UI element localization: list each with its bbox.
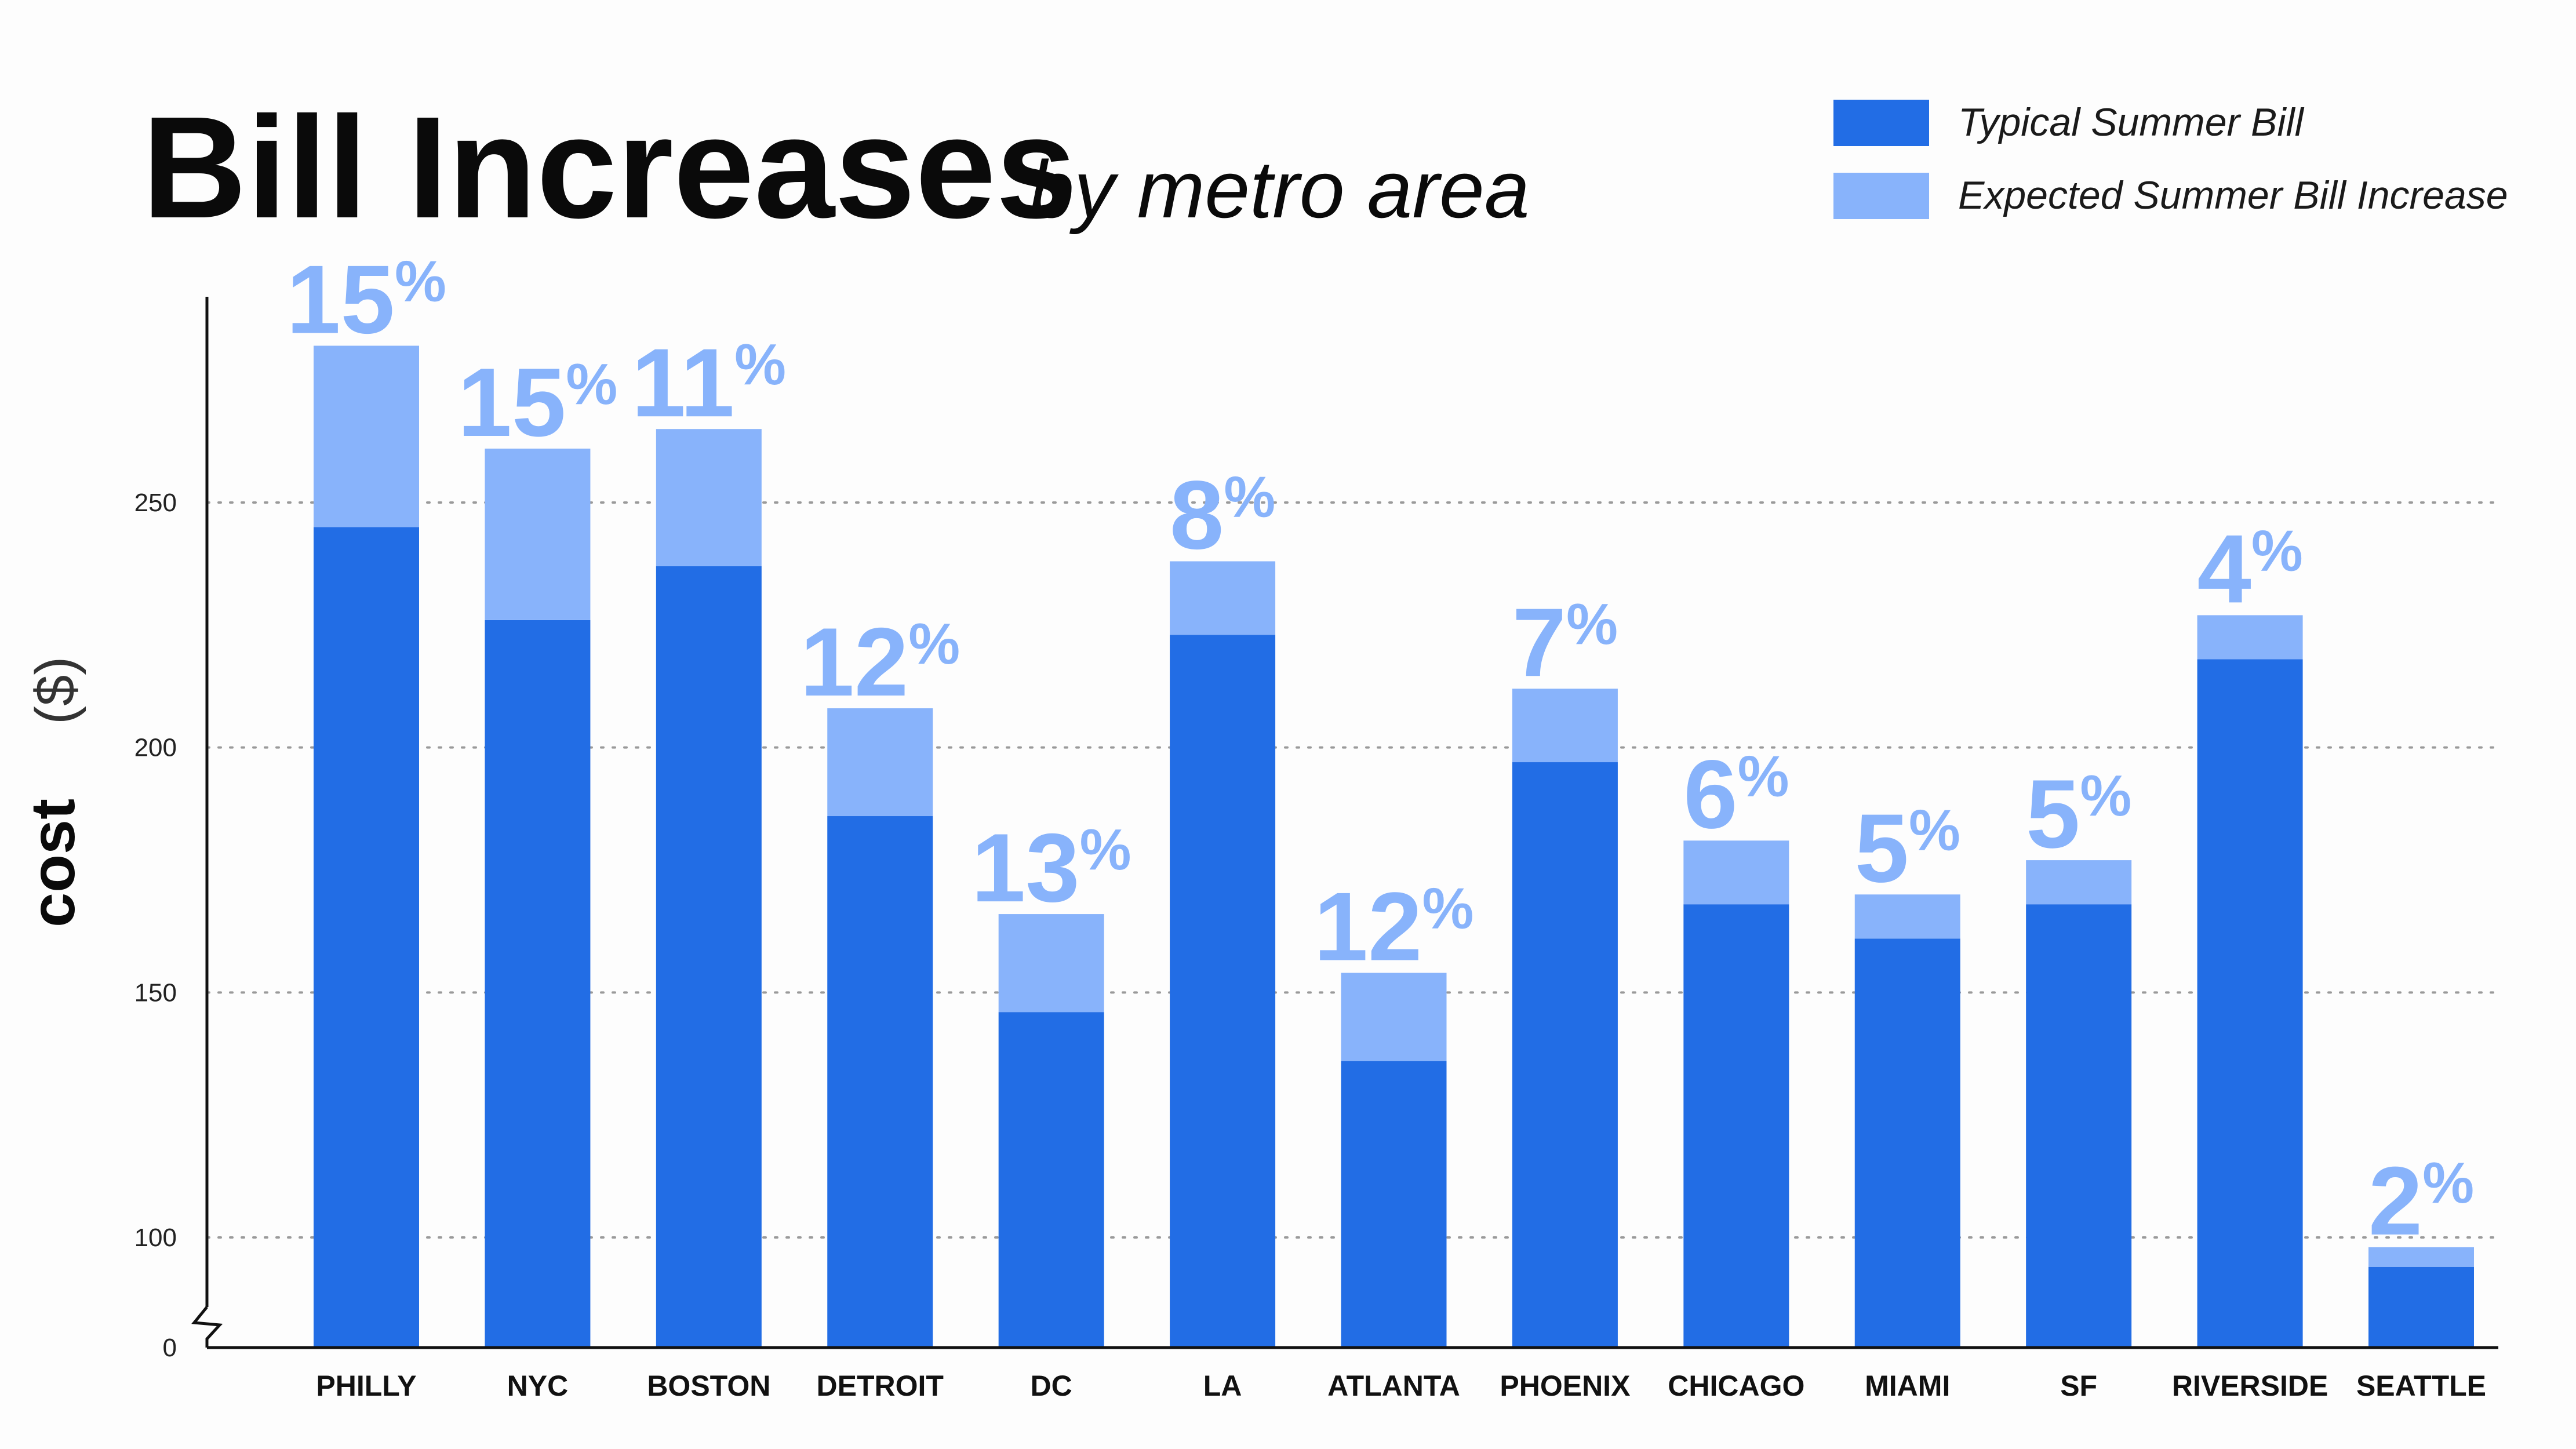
- y-axis-title: cost: [17, 799, 88, 927]
- legend-label-expected-summer-bill-increase: Expected Summer Bill Increase: [1958, 173, 2508, 217]
- pct-label-philly: 15%: [286, 245, 446, 354]
- axes: [191, 297, 2498, 1349]
- category-label-philly: PHILLY: [316, 1370, 416, 1402]
- bar-typical-boston: [656, 566, 762, 1348]
- category-label-la: LA: [1203, 1370, 1242, 1402]
- pct-label-la: 8%: [1170, 460, 1275, 569]
- y-tick-label-100: 100: [134, 1224, 177, 1252]
- bar-increase-detroit: [827, 708, 933, 817]
- category-label-phoenix: PHOENIX: [1500, 1370, 1630, 1402]
- y-tick-label-150: 150: [134, 978, 177, 1007]
- bar-typical-seattle: [2368, 1266, 2474, 1348]
- bar-typical-chicago: [1683, 904, 1789, 1348]
- bar-typical-sf: [2026, 904, 2132, 1348]
- bar-increase-nyc: [485, 449, 591, 620]
- bar-increase-la: [1170, 561, 1276, 635]
- y-tick-label-0: 0: [163, 1334, 177, 1362]
- legend-label-typical-summer-bill: Typical Summer Bill: [1958, 100, 2305, 144]
- y-axis-title-group: cost ($): [17, 657, 88, 927]
- category-labels: PHILLY NYC BOSTON DETROIT DC LA ATLANTA PHOENIX…: [316, 1370, 2486, 1402]
- pct-label-dc: 13%: [972, 813, 1131, 922]
- legend: Typical Summer Bill Expected Summer Bill…: [1833, 100, 2508, 219]
- chart-title-group: Bill Increases by metro area: [142, 86, 1530, 248]
- bar-typical-riverside: [2197, 659, 2303, 1348]
- pct-label-boston: 11%: [632, 328, 787, 437]
- bar-increase-riverside: [2197, 615, 2303, 660]
- pct-label-atlanta: 12%: [1314, 872, 1474, 981]
- category-label-chicago: CHICAGO: [1668, 1370, 1804, 1402]
- category-label-riverside: RIVERSIDE: [2172, 1370, 2328, 1402]
- bar-typical-detroit: [827, 816, 933, 1348]
- bar-increase-phoenix: [1512, 689, 1618, 763]
- bar-typical-nyc: [485, 620, 591, 1348]
- pct-label-nyc: 15%: [458, 348, 618, 457]
- category-label-detroit: DETROIT: [817, 1370, 944, 1402]
- y-tick-label-200: 200: [134, 734, 177, 762]
- category-label-seattle: SEATTLE: [2356, 1370, 2486, 1402]
- bar-typical-dc: [998, 1012, 1104, 1348]
- pct-label-chicago: 6%: [1683, 740, 1789, 849]
- category-label-miami: MIAMI: [1865, 1370, 1950, 1402]
- pct-label-phoenix: 7%: [1512, 588, 1618, 697]
- bar-increase-atlanta: [1341, 973, 1447, 1061]
- bar-typical-phoenix: [1512, 762, 1618, 1348]
- y-axis-unit: ($): [24, 657, 86, 724]
- y-tick-label-250: 250: [134, 489, 177, 517]
- bar-increase-chicago: [1683, 840, 1789, 905]
- chart-title: Bill Increases: [142, 86, 1076, 248]
- category-label-dc: DC: [1031, 1370, 1072, 1402]
- bar-increase-boston: [656, 429, 762, 566]
- bar-typical-atlanta: [1341, 1061, 1447, 1348]
- bar-increase-dc: [998, 914, 1104, 1013]
- category-label-nyc: NYC: [507, 1370, 569, 1402]
- legend-swatch-expected-summer-bill-increase: [1833, 173, 1929, 219]
- bar-typical-philly: [314, 527, 419, 1348]
- bar-increase-miami: [1854, 894, 1960, 939]
- category-label-boston: BOSTON: [647, 1370, 770, 1402]
- bars: [314, 345, 2474, 1348]
- pct-label-riverside: 4%: [2197, 514, 2302, 623]
- bar-typical-la: [1170, 635, 1276, 1348]
- y-axis-ticks: 0 100 150 200 250: [134, 489, 177, 1362]
- category-label-atlanta: ATLANTA: [1327, 1370, 1460, 1402]
- pct-label-seattle: 2%: [2368, 1146, 2474, 1255]
- bar-typical-miami: [1854, 938, 1960, 1348]
- legend-swatch-typical-summer-bill: [1833, 100, 1929, 146]
- pct-label-miami: 5%: [1855, 793, 1960, 902]
- bar-increase-philly: [314, 345, 419, 527]
- bar-increase-seattle: [2368, 1247, 2474, 1267]
- chart-subtitle: by metro area: [1029, 144, 1530, 235]
- pct-label-sf: 5%: [2026, 759, 2131, 868]
- y-axis-break: [191, 1306, 223, 1348]
- pct-label-detroit: 12%: [800, 607, 960, 716]
- percentage-labels: 15%15% 11%12%13%8%12%7%6%5% 5%4%2%: [286, 245, 2474, 1255]
- category-label-sf: SF: [2060, 1370, 2097, 1402]
- bar-increase-sf: [2026, 860, 2132, 905]
